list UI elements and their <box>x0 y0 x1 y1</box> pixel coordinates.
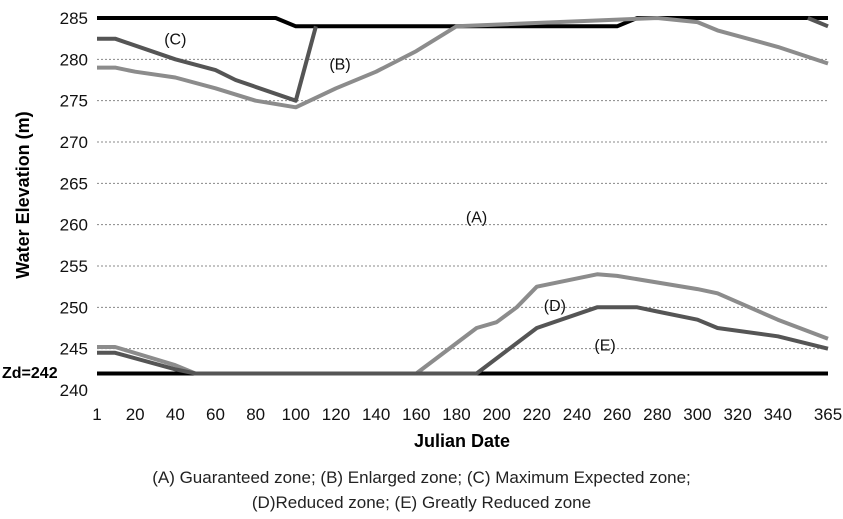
x-tick-labels: 1 20 40 60 80 100 120 140 160 180 200 220 240 260 280 3… <box>92 405 842 424</box>
x-tick-label: 120 <box>322 405 350 424</box>
zone-label: (B) <box>329 56 350 73</box>
caption-line-1: (A) Guaranteed zone; (B) Enlarged zone; … <box>152 468 691 487</box>
x-tick-label: 140 <box>362 405 390 424</box>
y-tick-label: 270 <box>60 133 88 152</box>
x-axis-title: Julian Date <box>414 431 510 451</box>
annotations: (A) (B) (C) (D) (E) <box>164 32 616 355</box>
x-tick-label: 40 <box>166 405 185 424</box>
y-tick-label: 285 <box>60 9 88 28</box>
y-axis-title: Water Elevation (m) <box>13 111 33 278</box>
zone-label: (A) <box>466 209 487 226</box>
caption-line-2: (D)Reduced zone; (E) Greatly Reduced zon… <box>251 493 592 512</box>
series-line-7 <box>97 305 829 376</box>
x-tick-label: 260 <box>603 405 631 424</box>
y-tick-label: 280 <box>60 50 88 69</box>
x-tick-label: 80 <box>246 405 265 424</box>
y-tick-label: 265 <box>60 174 88 193</box>
x-tick-label: 320 <box>723 405 751 424</box>
y-tick-label: 240 <box>60 381 88 400</box>
x-tick-label: 200 <box>482 405 510 424</box>
y-tick-label: 250 <box>60 298 88 317</box>
y-tick-label: 275 <box>60 92 88 111</box>
x-tick-label: 365 <box>814 405 842 424</box>
series-line-5 <box>97 16 829 110</box>
zd-label: Zd=242 <box>2 365 58 382</box>
x-tick-label: 180 <box>442 405 470 424</box>
x-tick-label: 100 <box>282 405 310 424</box>
y-tick-label: 260 <box>60 216 88 235</box>
x-tick-label: 220 <box>523 405 551 424</box>
series-line-6 <box>97 272 829 376</box>
zone-label: (E) <box>594 338 615 355</box>
series-layer <box>97 16 829 376</box>
x-tick-label: 240 <box>563 405 591 424</box>
x-tick-label: 20 <box>126 405 145 424</box>
zone-label: (C) <box>164 32 186 49</box>
x-tick-label: 1 <box>92 405 101 424</box>
series-line-3 <box>97 25 318 103</box>
gridlines <box>97 58 828 350</box>
zone-label: (D) <box>544 298 566 315</box>
x-tick-label: 280 <box>643 405 671 424</box>
x-tick-label: 160 <box>402 405 430 424</box>
y-tick-label: 245 <box>60 340 88 359</box>
x-tick-label: 300 <box>683 405 711 424</box>
series-line-4 <box>807 16 829 29</box>
y-tick-labels: 240 245 250 255 260 265 270 275 280 285 <box>60 9 88 400</box>
x-tick-label: 60 <box>206 405 225 424</box>
y-tick-label: 255 <box>60 257 88 276</box>
x-tick-label: 340 <box>764 405 792 424</box>
